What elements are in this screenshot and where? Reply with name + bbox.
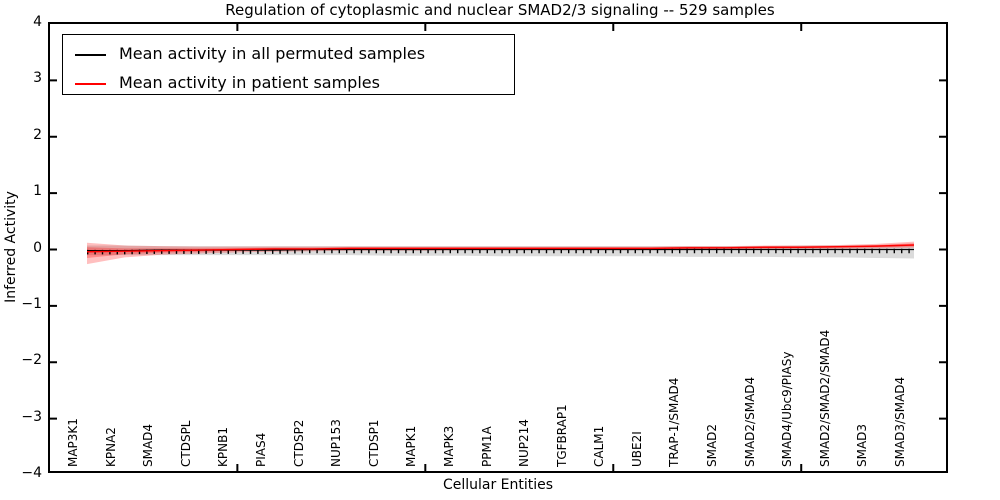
- x-axis-label: Cellular Entities: [442, 477, 554, 493]
- patient-samples-inner-band: [87, 243, 914, 258]
- y-tick-label: 3: [33, 70, 42, 87]
- patient-line-swatch: [75, 83, 106, 85]
- legend-label-permuted: Mean activity in all permuted samples: [119, 44, 426, 63]
- x-tick-label: PIAS4: [253, 432, 268, 467]
- x-tick-label: SMAD2: [705, 423, 720, 467]
- y-tick-label: 2: [33, 126, 42, 143]
- plot-area: MAP3K1 KPNA2 SMAD4 CTDSPL KPNB1 PIAS4 CTDSP2 NU…: [48, 22, 948, 473]
- legend-item-permuted: Mean activity in all permuted samples: [63, 40, 514, 69]
- x-tick-label: CALM1: [592, 425, 607, 467]
- chart-title: Regulation of cytoplasmic and nuclear SM…: [225, 1, 775, 19]
- x-tick-label: SMAD3: [855, 423, 870, 467]
- legend: Mean activity in all permuted samples Me…: [62, 34, 515, 95]
- chart-canvas: [50, 24, 946, 471]
- y-tick-label: 4: [33, 14, 42, 30]
- x-tick-label: MAP3K1: [66, 418, 80, 467]
- patient-mean-line: [86, 244, 915, 253]
- x-tick-label: SMAD4/Ubc9/PIASy: [780, 351, 795, 467]
- legend-item-patient: Mean activity in patient samples: [63, 69, 514, 98]
- permuted-mean-dash-marks: [87, 248, 914, 255]
- x-tick-label: MAPK3: [441, 425, 456, 467]
- x-tick-label: KPNB1: [216, 427, 231, 467]
- x-tick-label: KPNA2: [103, 427, 118, 467]
- y-tick-label: −4: [21, 465, 42, 481]
- x-tick-label: CTDSPL: [178, 420, 193, 468]
- x-tick-label: SMAD2/SMAD2/SMAD4: [817, 329, 832, 467]
- x-tick-label: SMAD4: [141, 423, 156, 467]
- x-tick-label: SMAD3/SMAD4: [893, 376, 907, 467]
- x-tick-label: UBE2I: [629, 431, 644, 467]
- x-tick-label: CTDSP2: [291, 419, 306, 467]
- x-tick-label: TRAP-1/SMAD4: [667, 377, 682, 467]
- x-tick-label: MAPK1: [404, 425, 419, 467]
- y-tick-label: 1: [33, 183, 42, 200]
- x-tick-label: PPM1A: [479, 426, 494, 467]
- x-tick-label: SMAD2/SMAD4: [742, 376, 757, 467]
- x-tick-label: NUP214: [517, 419, 532, 467]
- permuted-line-swatch: [75, 54, 106, 56]
- x-tick-label: NUP153: [329, 419, 344, 467]
- legend-label-patient: Mean activity in patient samples: [119, 73, 380, 92]
- y-tick-label: −2: [21, 352, 42, 369]
- y-tick-label: 0: [33, 239, 42, 256]
- x-tick-label: CTDSP1: [366, 419, 381, 467]
- x-tick-label: TGFBRAP1: [554, 404, 569, 467]
- y-tick-label: −3: [21, 408, 42, 425]
- y-tick-label: −1: [21, 295, 42, 312]
